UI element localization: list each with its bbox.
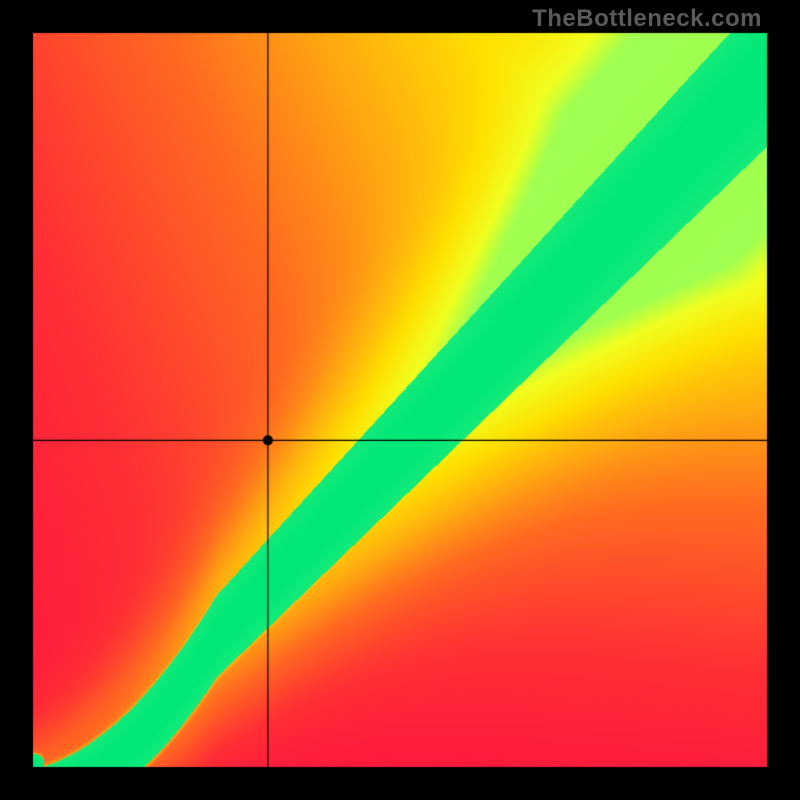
chart-container: TheBottleneck.com	[0, 0, 800, 800]
bottleneck-heatmap	[0, 0, 800, 800]
watermark-text: TheBottleneck.com	[532, 5, 762, 33]
